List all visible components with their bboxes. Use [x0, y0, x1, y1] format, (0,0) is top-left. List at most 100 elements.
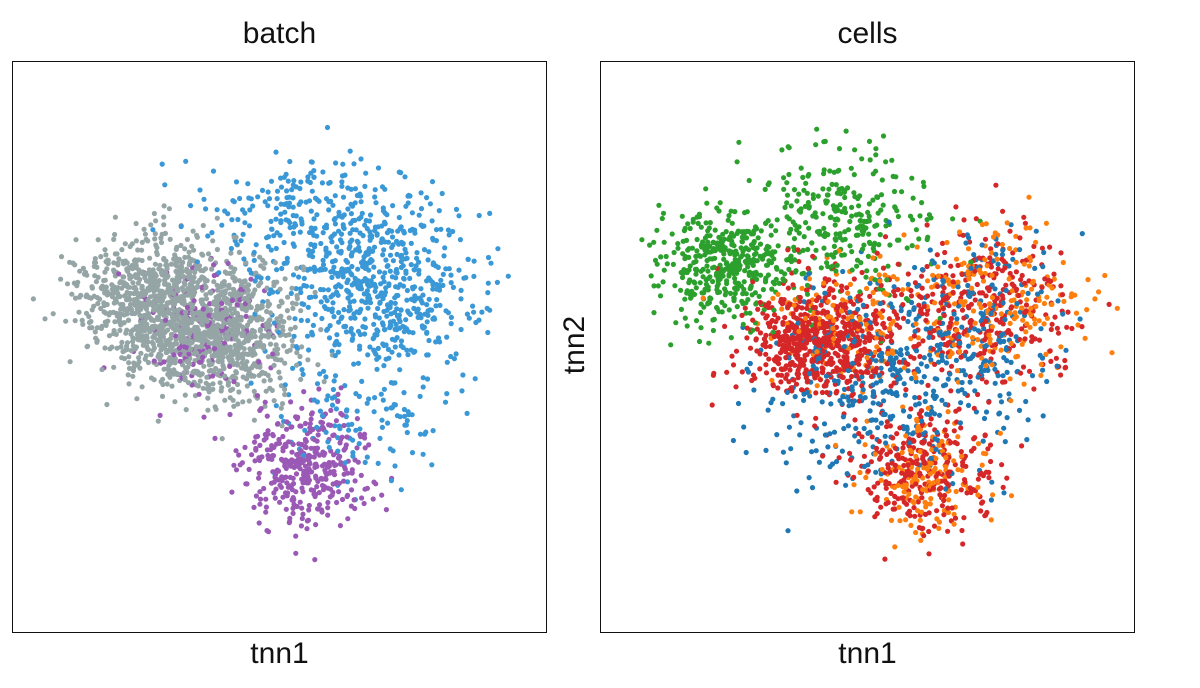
scatter-point-batch-blue	[321, 304, 328, 310]
scatter-point-batch-gray	[238, 344, 244, 350]
scatter-point-cells-red	[791, 377, 797, 383]
scatter-point-batch-gray	[297, 353, 303, 360]
scatter-point-batch-blue	[282, 201, 288, 207]
scatter-point-batch-gray	[131, 360, 137, 366]
scatter-point-cells-green	[866, 231, 872, 237]
scatter-point-batch-gray	[189, 278, 195, 284]
plot-area	[12, 61, 547, 633]
scatter-point-cells-blue	[893, 355, 899, 361]
scatter-point-batch-gray	[254, 340, 260, 346]
scatter-point-cells-orange	[857, 509, 863, 515]
scatter-point-batch-purple	[322, 450, 328, 456]
scatter-point-cells-orange	[951, 301, 958, 307]
scatter-point-batch-blue	[262, 199, 268, 205]
scatter-point-batch-blue	[250, 203, 256, 209]
scatter-point-batch-gray	[182, 246, 188, 252]
scatter-point-batch-blue	[448, 280, 454, 286]
scatter-point-batch-purple	[299, 485, 305, 491]
scatter-point-cells-red	[841, 367, 848, 373]
scatter-point-batch-gray	[222, 269, 228, 275]
scatter-point-batch-blue	[273, 403, 279, 409]
scatter-point-batch-blue	[426, 249, 432, 255]
scatter-point-cells-blue	[906, 413, 913, 420]
scatter-point-batch-gray	[276, 303, 282, 309]
scatter-point-batch-blue	[162, 182, 168, 188]
scatter-point-batch-gray	[215, 322, 221, 328]
scatter-point-batch-gray	[119, 320, 125, 326]
scatter-point-batch-purple	[313, 491, 319, 497]
scatter-point-batch-gray	[148, 222, 154, 228]
scatter-point-batch-blue	[325, 287, 331, 293]
scatter-point-batch-gray	[161, 214, 167, 220]
scatter-point-batch-blue	[465, 256, 471, 262]
scatter-point-batch-gray	[165, 321, 172, 327]
scatter-point-batch-gray	[111, 364, 117, 370]
scatter-point-batch-blue	[357, 346, 363, 352]
scatter-point-cells-green	[880, 202, 886, 208]
scatter-point-cells-red	[899, 291, 905, 298]
scatter-point-cells-green	[661, 239, 667, 245]
scatter-point-cells-red	[724, 369, 730, 375]
scatter-point-batch-blue	[401, 276, 407, 282]
scatter-point-cells-green	[867, 157, 873, 163]
scatter-point-cells-green	[740, 252, 746, 258]
scatter-point-batch-gray	[72, 318, 78, 324]
scatter-point-batch-blue	[345, 289, 351, 295]
scatter-point-cells-green	[865, 253, 871, 259]
scatter-point-batch-blue	[271, 233, 277, 239]
scatter-point-batch-blue	[246, 267, 253, 273]
scatter-point-cells-green	[872, 223, 878, 229]
scatter-point-cells-red	[981, 337, 988, 343]
scatter-point-batch-gray	[75, 279, 81, 285]
scatter-point-batch-purple	[237, 297, 243, 303]
scatter-point-batch-blue	[430, 286, 436, 292]
scatter-point-batch-gray	[202, 266, 209, 272]
scatter-point-batch-blue	[278, 184, 285, 190]
scatter-point-cells-green	[717, 200, 723, 206]
scatter-point-batch-blue	[301, 275, 307, 281]
scatter-point-batch-purple	[272, 475, 278, 481]
scatter-point-batch-gray	[107, 310, 113, 316]
scatter-point-batch-blue	[317, 371, 323, 377]
scatter-point-cells-orange	[825, 298, 831, 304]
scatter-point-batch-gray	[294, 295, 300, 302]
scatter-point-cells-orange	[925, 405, 931, 411]
scatter-point-batch-gray	[144, 344, 150, 350]
scatter-point-batch-blue	[392, 300, 398, 306]
scatter-point-cells-blue	[888, 388, 894, 394]
scatter-point-cells-orange	[900, 287, 906, 293]
scatter-point-cells-red	[770, 381, 776, 388]
scatter-point-batch-gray	[135, 273, 141, 279]
scatter-point-batch-gray	[190, 228, 196, 234]
scatter-point-batch-blue	[268, 247, 274, 253]
scatter-point-cells-red	[817, 377, 824, 383]
scatter-point-batch-gray	[222, 373, 228, 379]
scatter-point-batch-blue	[436, 208, 442, 214]
scatter-point-batch-gray	[299, 344, 305, 350]
scatter-point-batch-gray	[150, 341, 156, 347]
scatter-point-batch-gray	[136, 359, 142, 365]
scatter-point-cells-orange	[1109, 350, 1115, 356]
scatter-point-batch-blue	[388, 478, 394, 484]
scatter-point-cells-red	[1039, 245, 1045, 251]
scatter-point-batch-purple	[319, 476, 325, 482]
scatter-point-batch-blue	[409, 210, 415, 216]
scatter-point-batch-gray	[102, 277, 108, 283]
scatter-point-batch-blue	[251, 249, 257, 256]
scatter-point-batch-blue	[414, 250, 420, 256]
scatter-point-cells-red	[753, 336, 759, 342]
scatter-point-batch-gray	[147, 294, 153, 300]
scatter-point-batch-gray	[290, 305, 296, 311]
scatter-point-cells-green	[742, 210, 748, 216]
scatter-point-batch-gray	[182, 392, 188, 398]
scatter-point-batch-purple	[317, 502, 323, 508]
scatter-point-batch-gray	[186, 331, 192, 337]
scatter-point-batch-purple	[358, 472, 364, 478]
scatter-point-batch-purple	[312, 437, 318, 443]
scatter-point-cells-green	[731, 314, 737, 320]
scatter-point-batch-gray	[236, 389, 242, 395]
scatter-point-batch-gray	[221, 320, 227, 326]
scatter-point-batch-gray	[246, 398, 252, 404]
scatter-point-cells-blue	[929, 408, 935, 414]
scatter-point-batch-purple	[289, 497, 295, 503]
